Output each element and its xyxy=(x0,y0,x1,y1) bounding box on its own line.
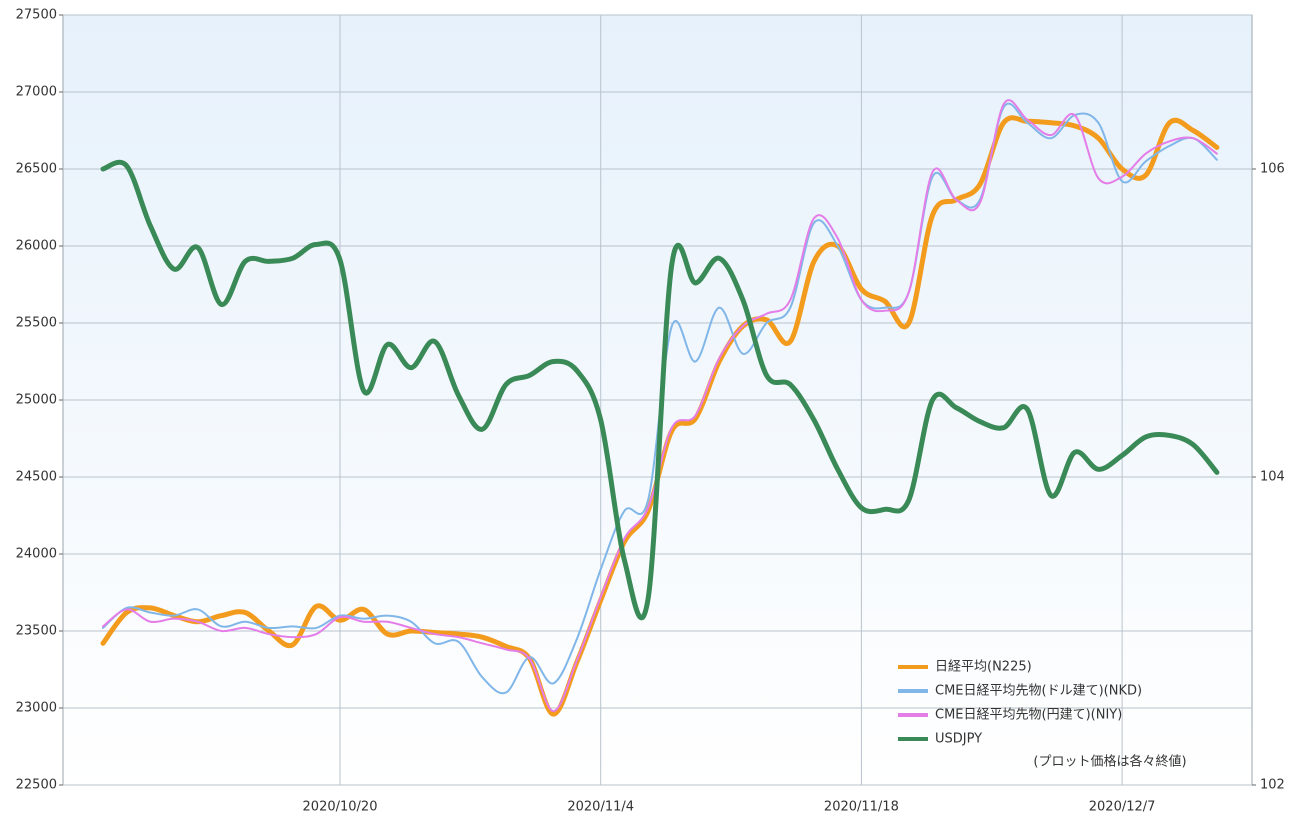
y-tick-label: 27500 xyxy=(16,8,57,23)
y-tick-label: 24000 xyxy=(16,547,57,562)
series-line xyxy=(100,159,1220,621)
y-tick-label: 26500 xyxy=(16,162,57,177)
series-line xyxy=(102,99,1218,713)
y-tick-label: 23500 xyxy=(16,624,57,639)
x-tick-label: 2020/11/18 xyxy=(824,800,899,815)
y2-tick-label: 104 xyxy=(1260,470,1285,485)
y-tick-label: 26000 xyxy=(16,239,57,254)
legend-label: CME日経平均先物(ドル建て)(NKD) xyxy=(935,684,1142,699)
legend-note: (プロット価格は各々終値) xyxy=(1033,754,1186,770)
y-tick-label: 25500 xyxy=(16,316,57,331)
x-tick-label: 2020/11/4 xyxy=(567,800,634,815)
series-line xyxy=(102,102,1218,695)
y2-tick-label: 106 xyxy=(1260,162,1285,177)
legend: 日経平均(N225) CME日経平均先物(ドル建て)(NKD) CME日経平均先物(… xyxy=(898,660,1142,747)
y-tick-label: 27000 xyxy=(16,85,57,100)
legend-label: USDJPY xyxy=(935,732,982,747)
y-tick-label: 25000 xyxy=(16,393,57,408)
grid: 22500 23000 23500 24000 24500 25000 25500 26000… xyxy=(16,8,1285,815)
y-tick-label: 22500 xyxy=(16,778,57,793)
lines xyxy=(100,99,1220,717)
x-tick-label: 2020/12/7 xyxy=(1089,800,1156,815)
y-tick-label: 23000 xyxy=(16,701,57,716)
x-tick-label: 2020/10/20 xyxy=(303,800,378,815)
y-tick-label: 24500 xyxy=(16,470,57,485)
legend-label: 日経平均(N225) xyxy=(935,660,1032,675)
y2-tick-label: 102 xyxy=(1260,778,1285,793)
legend-label: CME日経平均先物(円建て)(NIY) xyxy=(935,708,1122,723)
